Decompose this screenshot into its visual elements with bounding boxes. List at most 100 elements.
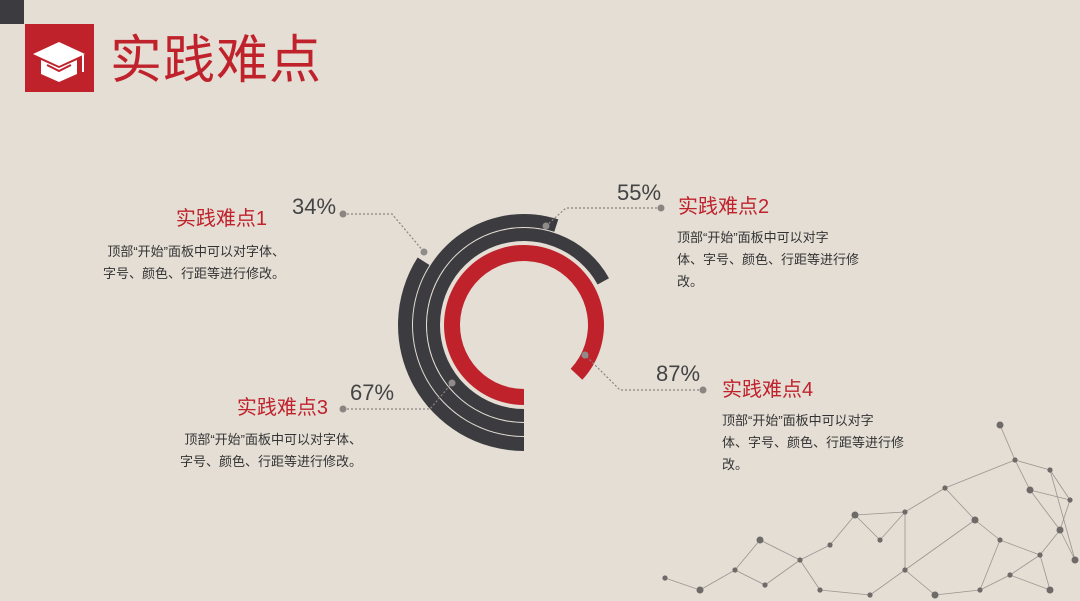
network-node: [942, 485, 948, 491]
network-edge: [1049, 469, 1076, 561]
network-edge: [879, 511, 906, 541]
network-edge: [734, 569, 766, 586]
leader-dot: [339, 405, 347, 413]
desc-line: 字号、颜色、行距等进行修改。: [102, 266, 285, 281]
item-3-percent: 67%: [350, 380, 395, 405]
network-edge: [979, 539, 1001, 591]
network-node: [997, 537, 1003, 543]
corner-block: [0, 0, 24, 24]
item-3-title: 实践难点3: [236, 397, 328, 419]
radial-bar-4: [444, 244, 605, 405]
item-2-percent: 55%: [617, 180, 662, 205]
network-edge: [1014, 459, 1031, 491]
network-edge: [1009, 554, 1041, 576]
desc-line: 顶部“开始”面板中可以对字: [677, 230, 829, 245]
network-node: [817, 587, 823, 593]
network-node: [931, 591, 939, 599]
network-edge: [904, 519, 976, 571]
leader-dot: [542, 222, 550, 230]
network-node: [1007, 572, 1013, 578]
network-edge: [829, 514, 856, 546]
desc-line: 顶部“开始”面板中可以对字: [722, 413, 874, 428]
network-node: [1056, 526, 1064, 534]
network-node: [1046, 586, 1054, 594]
leader-dot: [448, 379, 456, 387]
desc-line: 顶部“开始”面板中可以对字体、: [184, 432, 362, 447]
item-1-title: 实践难点1: [175, 208, 267, 230]
network-edge: [734, 539, 761, 571]
network-node: [797, 557, 803, 563]
network-node: [902, 509, 908, 515]
network-edge: [764, 559, 801, 586]
item-4-percent: 87%: [656, 361, 701, 386]
network-node: [977, 587, 983, 593]
desc-line: 改。: [722, 457, 749, 472]
item-3-desc: 顶部“开始”面板中可以对字体、 字号、颜色、行距等进行修改。: [180, 429, 362, 473]
network-node: [662, 575, 668, 581]
network-edge: [944, 459, 1016, 489]
leader-dot: [699, 386, 707, 394]
network-node: [762, 582, 768, 588]
leader-line-3: [343, 382, 453, 410]
network-node: [827, 542, 833, 548]
network-edge: [999, 424, 1016, 461]
leader-line-2: [545, 207, 661, 227]
network-edge: [664, 577, 701, 591]
network-edge: [979, 574, 1011, 591]
leader-dot: [657, 204, 665, 212]
network-edge: [759, 539, 801, 561]
desc-line: 字号、颜色、行距等进行修改。: [179, 454, 362, 469]
desc-line: 改。: [677, 274, 704, 289]
network-node: [732, 567, 738, 573]
leader-line-1: [343, 213, 425, 253]
network-edge: [1009, 574, 1051, 591]
network-node: [902, 567, 908, 573]
network-node: [1047, 467, 1053, 473]
leader-dot: [420, 248, 428, 256]
desc-line: 体、字号、颜色、行距等进行修: [677, 252, 860, 267]
network-node: [696, 586, 704, 594]
network-edge: [904, 487, 946, 513]
network-node: [877, 537, 883, 543]
network-edge: [854, 511, 906, 516]
network-edge: [799, 559, 821, 591]
network-edge: [1039, 554, 1051, 591]
network-edge: [1059, 529, 1076, 561]
network-edge: [944, 487, 976, 521]
network-edge: [904, 569, 936, 596]
network-node: [756, 536, 764, 544]
page-title: 实践难点: [110, 32, 323, 90]
network-node: [1026, 486, 1034, 494]
item-1-percent: 34%: [292, 194, 337, 219]
network-edge: [974, 519, 1001, 541]
desc-line: 顶部“开始”面板中可以对字体、: [107, 244, 285, 259]
graduation-cap-icon: [25, 24, 94, 92]
network-edge: [1039, 529, 1061, 556]
network-edge: [1014, 459, 1051, 471]
radial-bar-1: [398, 257, 524, 451]
network-edge: [934, 589, 981, 596]
leader-dot: [339, 210, 347, 218]
item-4-title: 实践难点4: [722, 379, 814, 401]
network-node: [1012, 457, 1018, 463]
desc-line: 体、字号、颜色、行距等进行修: [722, 435, 905, 450]
network-node: [1037, 552, 1043, 558]
leader-dot: [581, 351, 589, 359]
network-node: [1067, 497, 1073, 503]
network-edge: [799, 544, 831, 561]
network-edge: [1029, 489, 1071, 501]
item-2-title: 实践难点2: [678, 196, 770, 218]
network-node: [851, 511, 859, 519]
network-edge: [999, 539, 1041, 556]
item-4-desc: 顶部“开始”面板中可以对字 体、字号、颜色、行距等进行修 改。: [722, 410, 904, 476]
network-node: [971, 516, 979, 524]
network-edge: [1049, 469, 1071, 501]
item-1-desc: 顶部“开始”面板中可以对字体、 字号、颜色、行距等进行修改。: [103, 241, 285, 285]
network-edge: [869, 569, 906, 596]
network-edge: [1059, 499, 1071, 531]
network-edge: [1029, 489, 1061, 531]
network-edge: [819, 589, 871, 596]
network-edge: [854, 514, 881, 541]
